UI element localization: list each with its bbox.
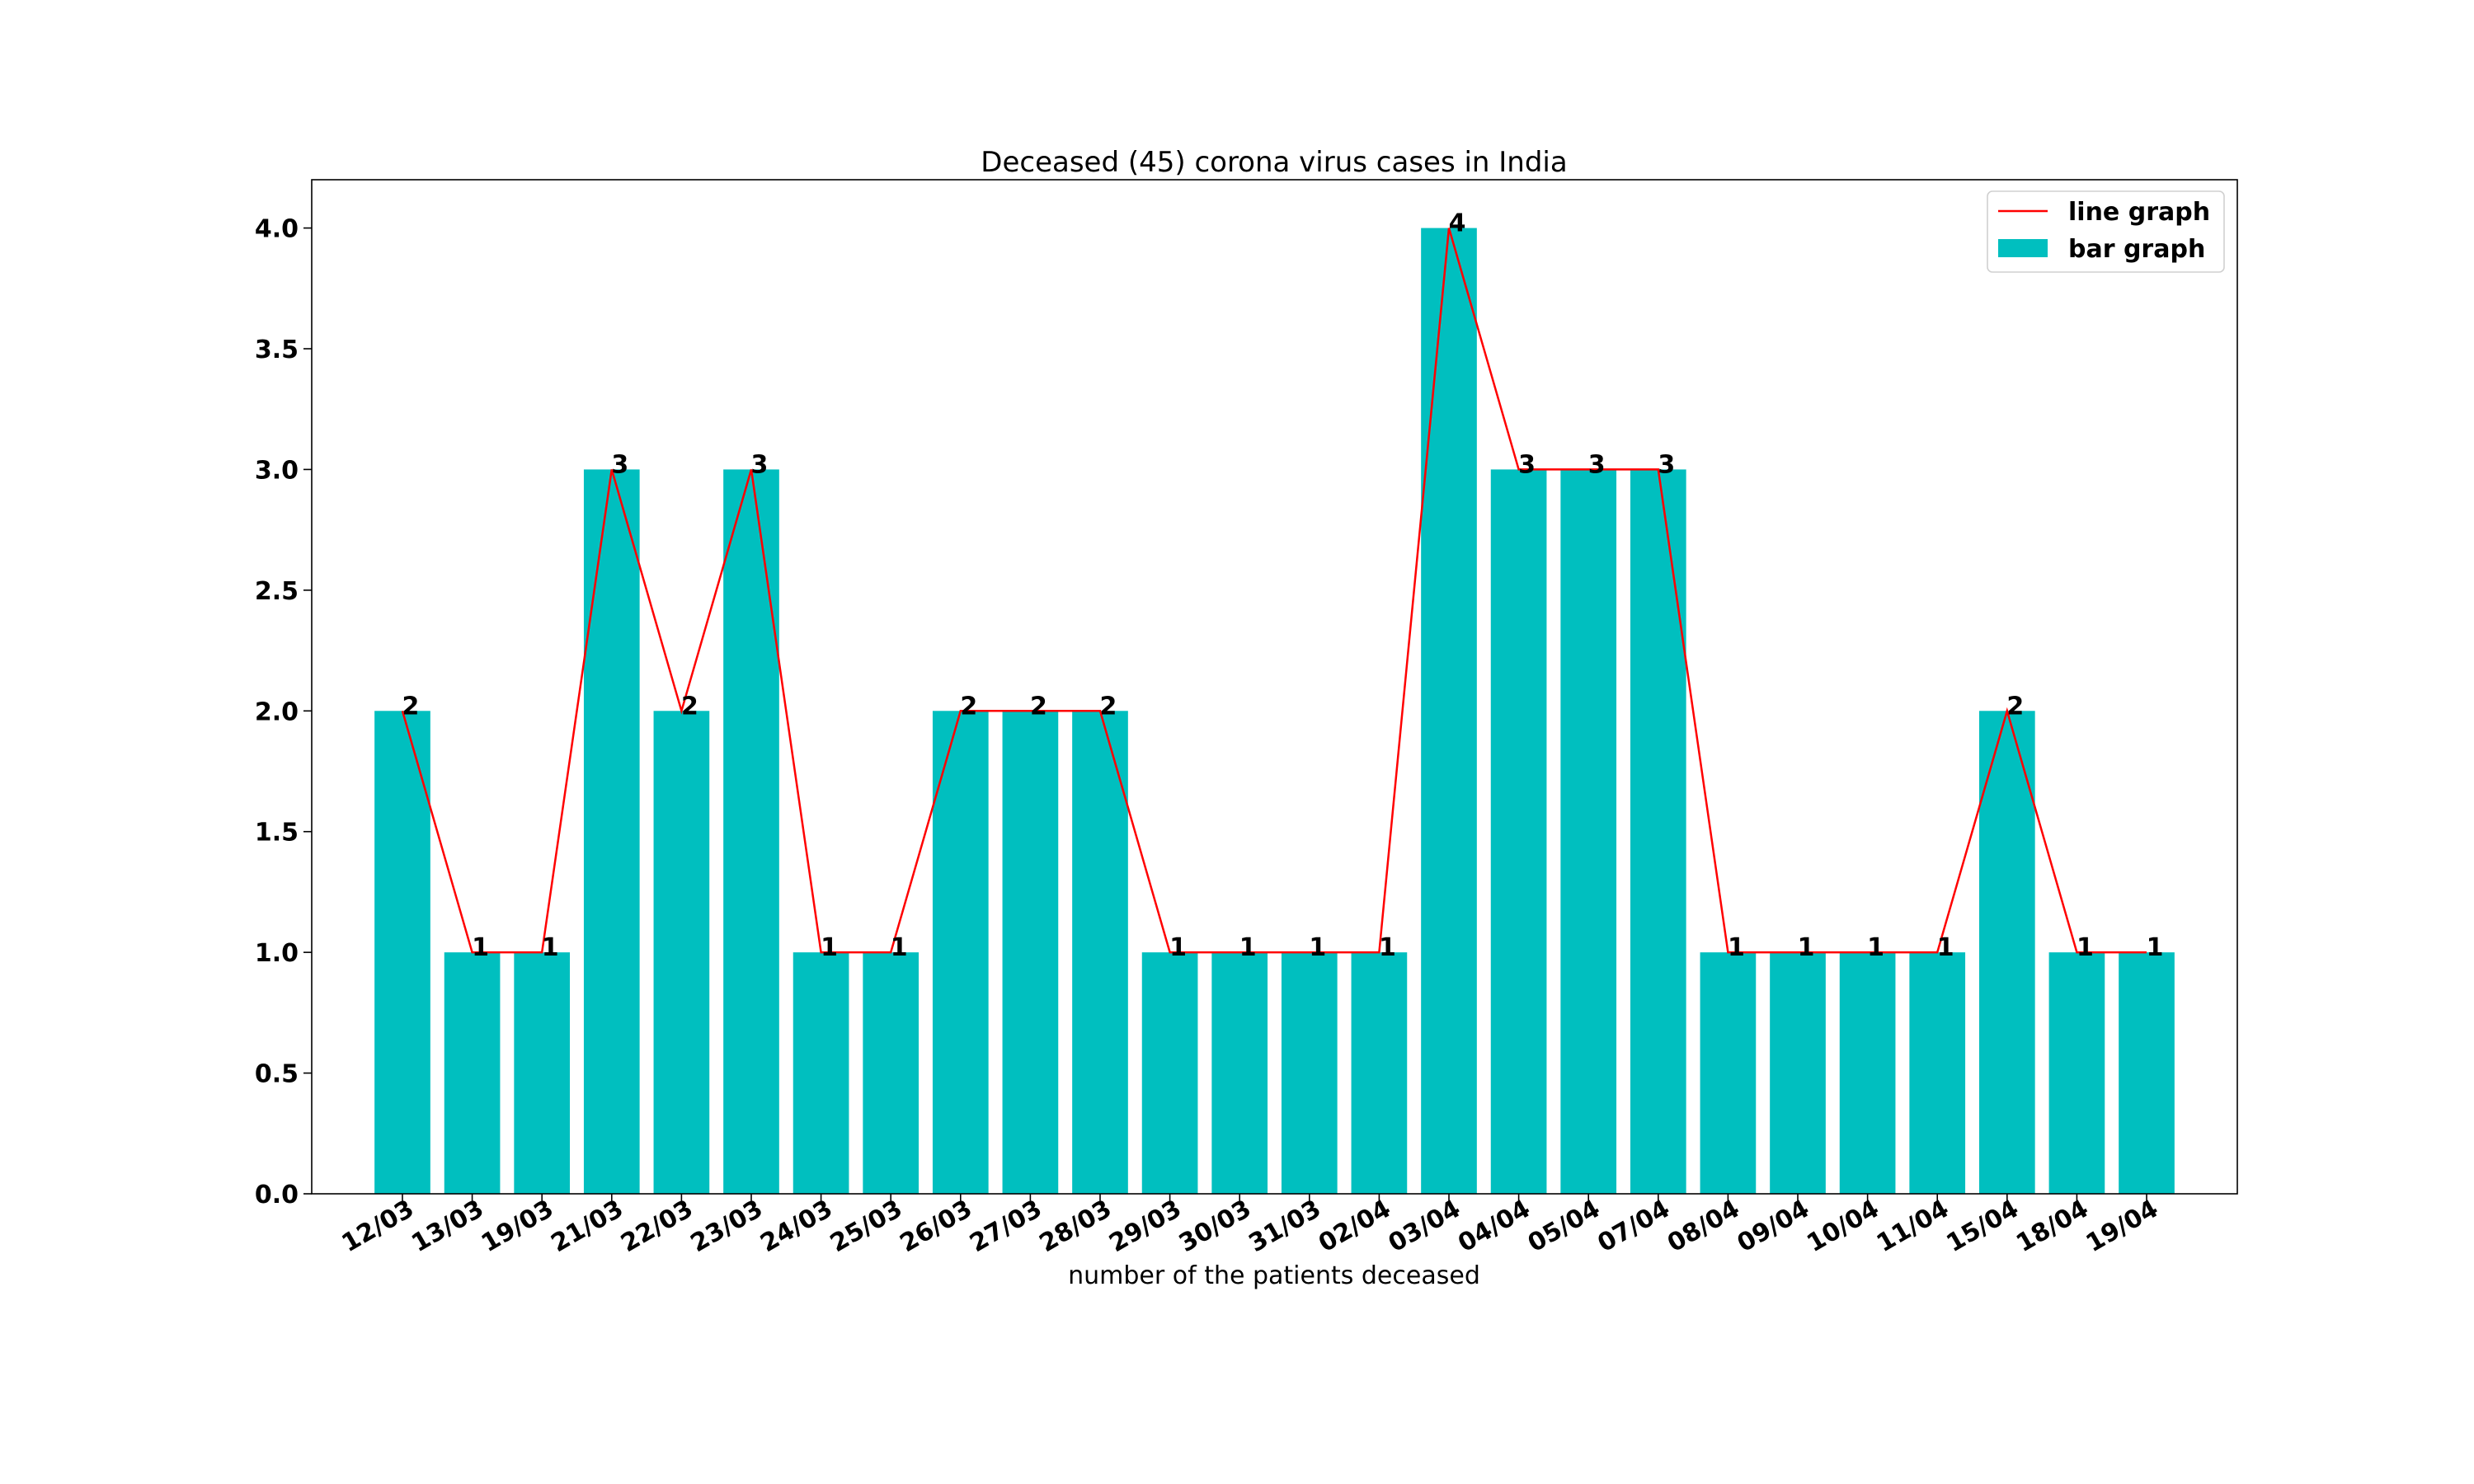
y-tick-label: 1.0 [255, 939, 299, 968]
data-label-27-03: 2 [1030, 692, 1047, 721]
y-tick-label: 0.5 [255, 1060, 299, 1089]
data-label-10-04: 1 [1867, 933, 1884, 962]
bar-19-03 [514, 952, 571, 1194]
y-tick-label: 2.5 [255, 577, 299, 606]
bar-07-04 [1630, 469, 1686, 1194]
bar-08-04 [1700, 952, 1757, 1194]
line-series [401, 228, 2147, 954]
bar-30-03 [1211, 952, 1268, 1194]
data-label-19-04: 1 [2147, 933, 2164, 962]
bar-27-03 [1002, 711, 1059, 1194]
data-label-18-04: 1 [2077, 933, 2094, 962]
data-label-08-04: 1 [1728, 933, 1745, 962]
bar-03-04 [1421, 228, 1477, 1195]
bar-13-03 [444, 952, 501, 1194]
legend-bar-swatch [1998, 239, 2048, 257]
legend-label-line-graph: line graph [2068, 198, 2210, 227]
data-label-31-03: 1 [1309, 933, 1326, 962]
y-tick-label: 3.5 [255, 336, 299, 364]
bar-29-03 [1141, 952, 1198, 1194]
data-label-21-03: 3 [611, 450, 628, 479]
bar-10-04 [1839, 952, 1896, 1194]
data-label-23-03: 3 [751, 450, 769, 479]
bar-15-04 [1978, 711, 2035, 1194]
data-label-22-03: 2 [681, 692, 698, 721]
bar-11-04 [1909, 952, 1966, 1194]
data-label-28-03: 2 [1100, 692, 1117, 721]
data-label-09-04: 1 [1798, 933, 1815, 962]
bar-04-04 [1490, 469, 1547, 1194]
legend: line graph bar graph [1987, 190, 2225, 273]
data-label-03-04: 4 [1449, 209, 1466, 238]
bar-12-03 [374, 711, 430, 1194]
legend-label-bar-graph: bar graph [2068, 235, 2205, 264]
bar-09-04 [1770, 952, 1826, 1194]
data-label-11-04: 1 [1937, 933, 1954, 962]
data-label-15-04: 2 [2006, 692, 2024, 721]
bar-19-04 [2119, 952, 2175, 1194]
data-label-26-03: 2 [960, 692, 977, 721]
data-label-25-03: 1 [891, 933, 908, 962]
bar-21-03 [583, 469, 640, 1194]
chart-title: Deceased (45) corona virus cases in Indi… [981, 146, 1567, 179]
data-label-05-04: 3 [1588, 450, 1606, 479]
bar-22-03 [653, 711, 710, 1194]
data-label-24-03: 1 [821, 933, 838, 962]
y-tick-label: 4.0 [255, 215, 299, 244]
bar-24-03 [793, 952, 849, 1194]
data-label-29-03: 1 [1169, 933, 1187, 962]
plot-area-frame [311, 179, 2238, 1195]
bar-25-03 [863, 952, 920, 1194]
bar-02-04 [1351, 952, 1408, 1194]
data-label-04-04: 3 [1518, 450, 1536, 479]
y-axis: 0.0 0.5 1.0 1.5 2.0 2.5 3.0 3.5 4.0 [255, 215, 312, 1209]
y-tick-label: 2.0 [255, 697, 299, 726]
x-axis-label: number of the patients deceased [1068, 1261, 1480, 1290]
data-label-13-03: 1 [472, 933, 489, 962]
y-tick-label: 3.0 [255, 456, 299, 485]
data-label-07-04: 3 [1658, 450, 1675, 479]
data-label-19-03: 1 [542, 933, 559, 962]
bar-26-03 [932, 711, 989, 1194]
data-label-02-04: 1 [1379, 933, 1396, 962]
bar-28-03 [1072, 711, 1128, 1194]
bar-05-04 [1560, 469, 1617, 1194]
y-tick-label: 0.0 [255, 1181, 299, 1209]
bar-31-03 [1281, 952, 1338, 1194]
y-tick-label: 1.5 [255, 819, 299, 848]
bars-group [374, 228, 2175, 1195]
bar-18-04 [2048, 952, 2105, 1194]
data-labels-group: 2 1 1 3 2 3 1 1 2 2 2 1 1 1 1 4 3 3 3 1 1 1 1 2 1 1 [402, 209, 2164, 963]
line-series-group [401, 228, 2147, 954]
data-label-12-03: 2 [402, 692, 420, 721]
bar-23-03 [723, 469, 779, 1194]
data-label-30-03: 1 [1239, 933, 1257, 962]
